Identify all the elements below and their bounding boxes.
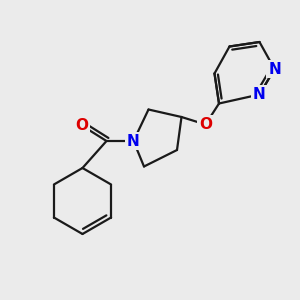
Text: O: O bbox=[199, 117, 212, 132]
Text: N: N bbox=[253, 87, 266, 102]
Text: O: O bbox=[75, 118, 88, 133]
Text: N: N bbox=[268, 61, 281, 76]
Text: N: N bbox=[127, 134, 140, 148]
